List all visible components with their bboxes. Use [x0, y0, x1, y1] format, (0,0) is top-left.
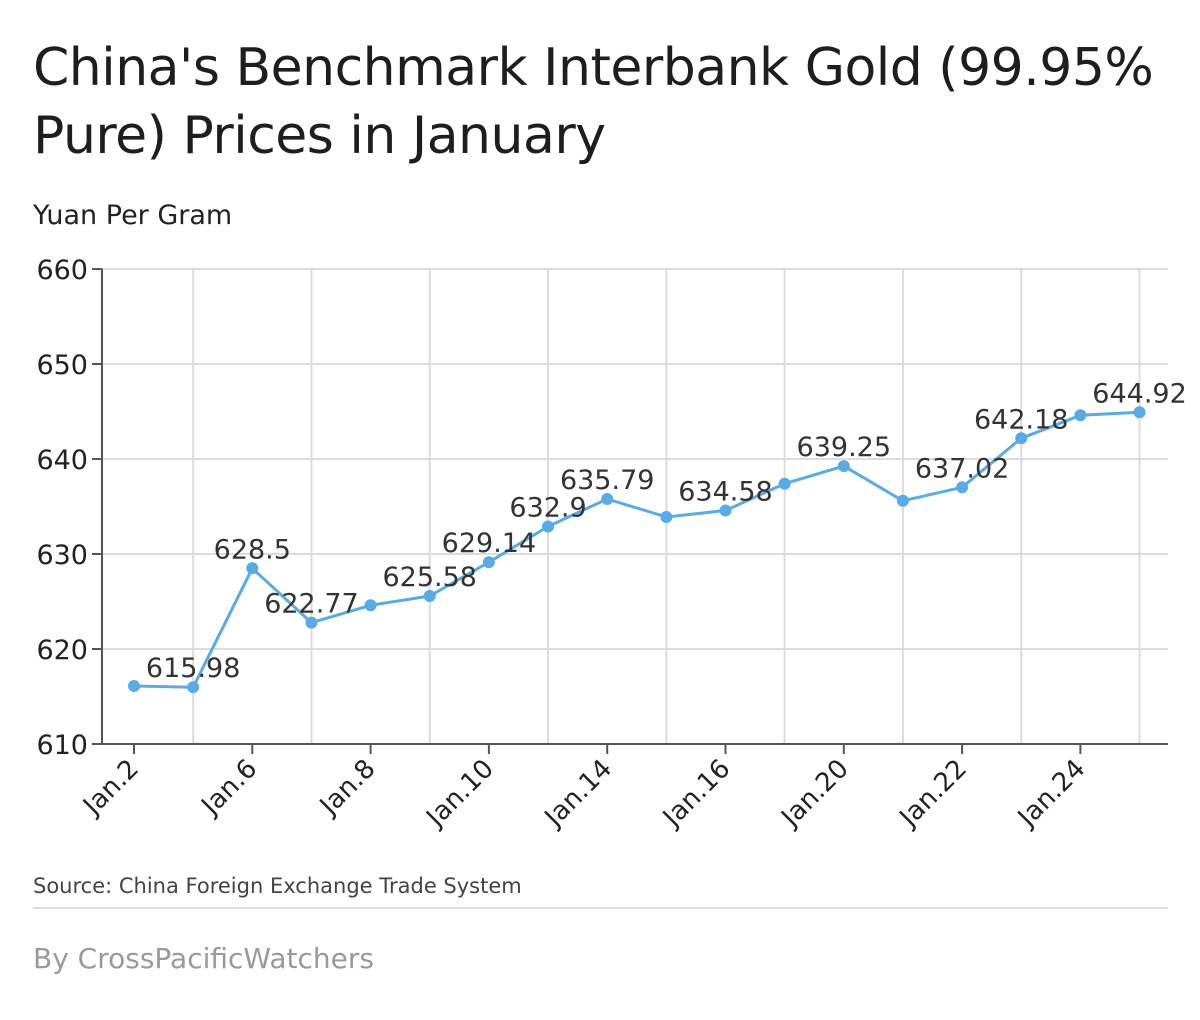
x-tick-label: Jan.10: [420, 754, 500, 834]
data-point: [778, 477, 791, 490]
y-tick-label: 650: [36, 350, 88, 381]
data-point: [542, 520, 555, 533]
y-tick-label: 610: [36, 730, 88, 761]
data-label: 639.25: [797, 432, 891, 463]
data-label: 628.5: [214, 534, 291, 565]
data-point: [1074, 409, 1087, 422]
data-point: [482, 556, 495, 569]
data-label: 644.92: [1092, 378, 1186, 409]
source-note: Source: China Foreign Exchange Trade Sys…: [33, 874, 522, 898]
data-point: [423, 589, 436, 602]
y-tick-label: 640: [36, 445, 88, 476]
data-point: [660, 510, 673, 523]
x-tick-label: Jan.14: [538, 754, 618, 834]
data-point: [246, 562, 259, 575]
x-tick-label: Jan.20: [775, 754, 855, 834]
data-label: 632.9: [509, 492, 586, 523]
data-label: 635.79: [560, 465, 654, 496]
data-label: 622.77: [264, 589, 358, 620]
data-point: [601, 492, 614, 505]
byline: By CrossPacificWatchers: [33, 942, 374, 975]
x-tick-label: Jan.2: [76, 754, 145, 823]
y-tick-label: 630: [36, 540, 88, 571]
data-label: 615.98: [146, 653, 240, 684]
data-point: [896, 494, 909, 507]
x-tick-label: Jan.24: [1011, 754, 1091, 834]
x-tick-label: Jan.6: [195, 754, 264, 823]
axes: [92, 268, 1168, 754]
data-label: 634.58: [678, 476, 772, 507]
y-tick-labels: 610 620 630 640 650 660: [36, 255, 88, 761]
data-point: [956, 481, 969, 494]
data-point: [305, 616, 318, 629]
series-path: [133, 410, 1140, 689]
x-tick-label: Jan.16: [656, 754, 736, 834]
x-tick-label: Jan.8: [313, 754, 382, 823]
data-point: [187, 681, 200, 694]
grid-lines: [102, 268, 1168, 744]
data-point: [1133, 406, 1146, 419]
y-tick-label: 620: [36, 635, 88, 666]
data-label: 629.14: [442, 528, 536, 559]
x-tick-label: Jan.22: [893, 754, 973, 834]
data-label: 642.18: [974, 404, 1068, 435]
line-chart: 610 620 630 640 650 660 Jan.2 Jan.6 Jan.8 Jan.10…: [36, 255, 1187, 834]
data-point: [719, 504, 732, 517]
data-points: [128, 406, 1146, 694]
y-tick-label: 660: [36, 255, 88, 286]
data-point: [128, 680, 140, 693]
data-point: [1015, 432, 1028, 445]
data-label: 625.58: [383, 562, 477, 593]
data-label: 637.02: [915, 453, 1009, 484]
divider: [33, 907, 1168, 909]
chart-title: China's Benchmark Interbank Gold (99.95%…: [33, 38, 1154, 166]
series-line: [133, 410, 1140, 689]
data-point: [837, 460, 850, 473]
y-axis-unit-label: Yuan Per Gram: [33, 200, 233, 231]
x-tick-labels: Jan.2 Jan.6 Jan.8 Jan.10 Jan.14 Jan.16 Jan.20 J…: [76, 754, 1091, 834]
data-point: [364, 599, 377, 612]
